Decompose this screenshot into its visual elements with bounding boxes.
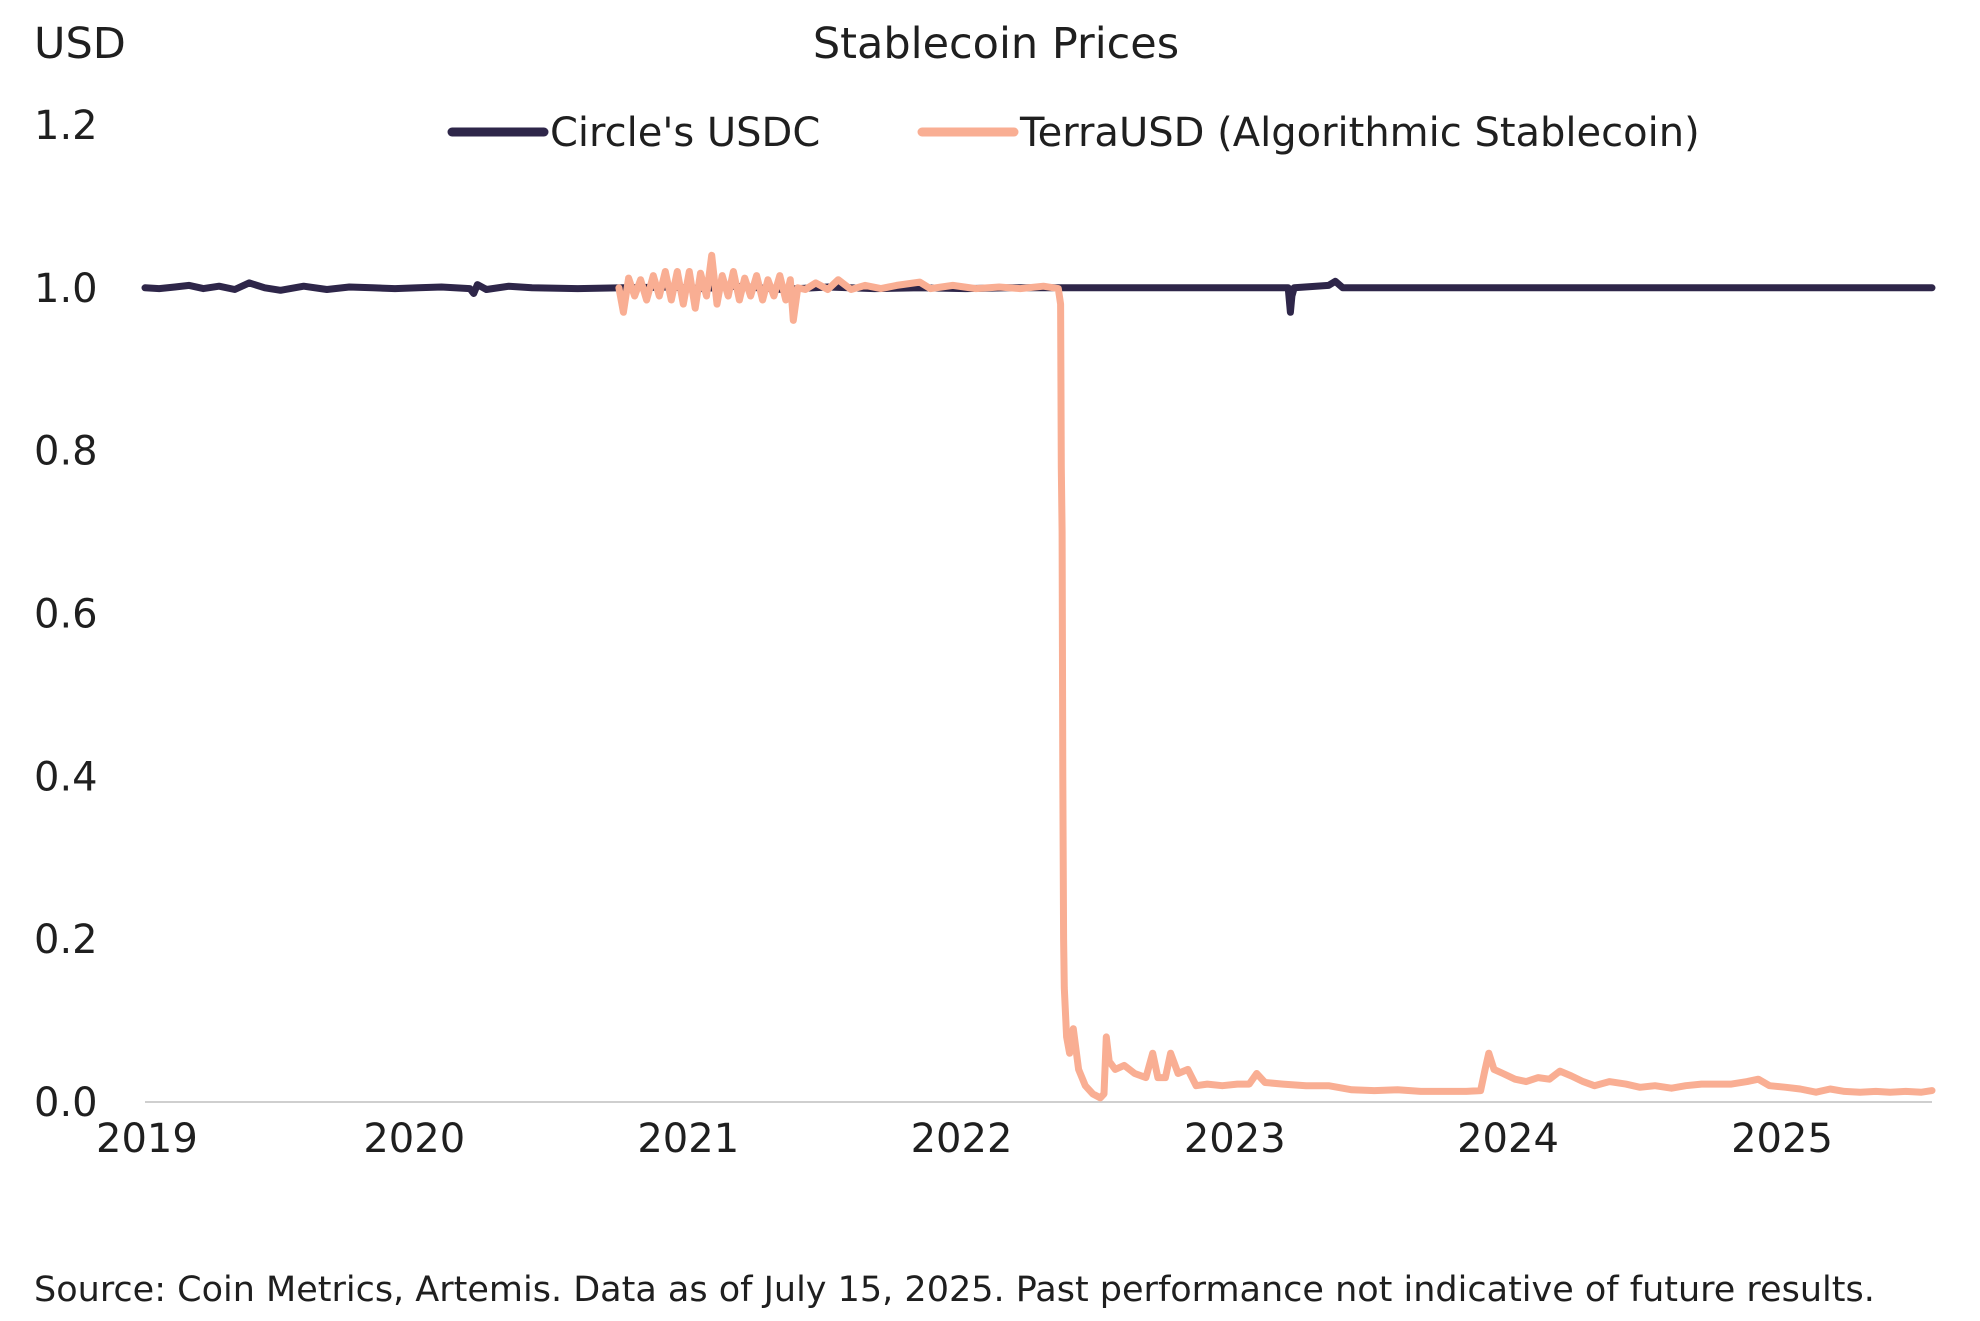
x-tick-label: 2019: [96, 1116, 198, 1162]
y-tick-label: 1.0: [34, 266, 98, 312]
y-tick-label: 0.2: [34, 917, 98, 963]
y-tick-label: 0.0: [34, 1080, 98, 1126]
x-tick-label: 2024: [1457, 1116, 1559, 1162]
y-axis-ticks: 0.0 0.2 0.4 0.6 0.8 1.0 1.2: [34, 103, 98, 1126]
x-tick-label: 2025: [1731, 1116, 1833, 1162]
x-tick-label: 2020: [363, 1116, 465, 1162]
chart-title: Stablecoin Prices: [813, 19, 1179, 69]
y-tick-label: 0.4: [34, 754, 98, 800]
x-tick-label: 2022: [911, 1116, 1013, 1162]
series-layer: [141, 251, 1936, 1102]
legend-label: Circle's USDC: [550, 110, 820, 156]
x-axis-ticks: 2019 2020 2021 2022 2023 2024 2025: [96, 1116, 1833, 1162]
y-tick-label: 1.2: [34, 103, 98, 149]
series-line-terrausd: [615, 251, 1936, 1102]
legend-label: TerraUSD (Algorithmic Stablecoin): [1019, 110, 1700, 156]
source-note: Source: Coin Metrics, Artemis. Data as o…: [34, 1270, 1875, 1310]
legend: Circle's USDC TerraUSD (Algorithmic Stabl…: [447, 110, 1700, 156]
x-tick-label: 2021: [637, 1116, 739, 1162]
y-tick-label: 0.6: [34, 592, 98, 638]
y-axis-unit-label: USD: [34, 19, 126, 69]
y-tick-label: 0.8: [34, 429, 98, 475]
x-tick-label: 2023: [1184, 1116, 1286, 1162]
